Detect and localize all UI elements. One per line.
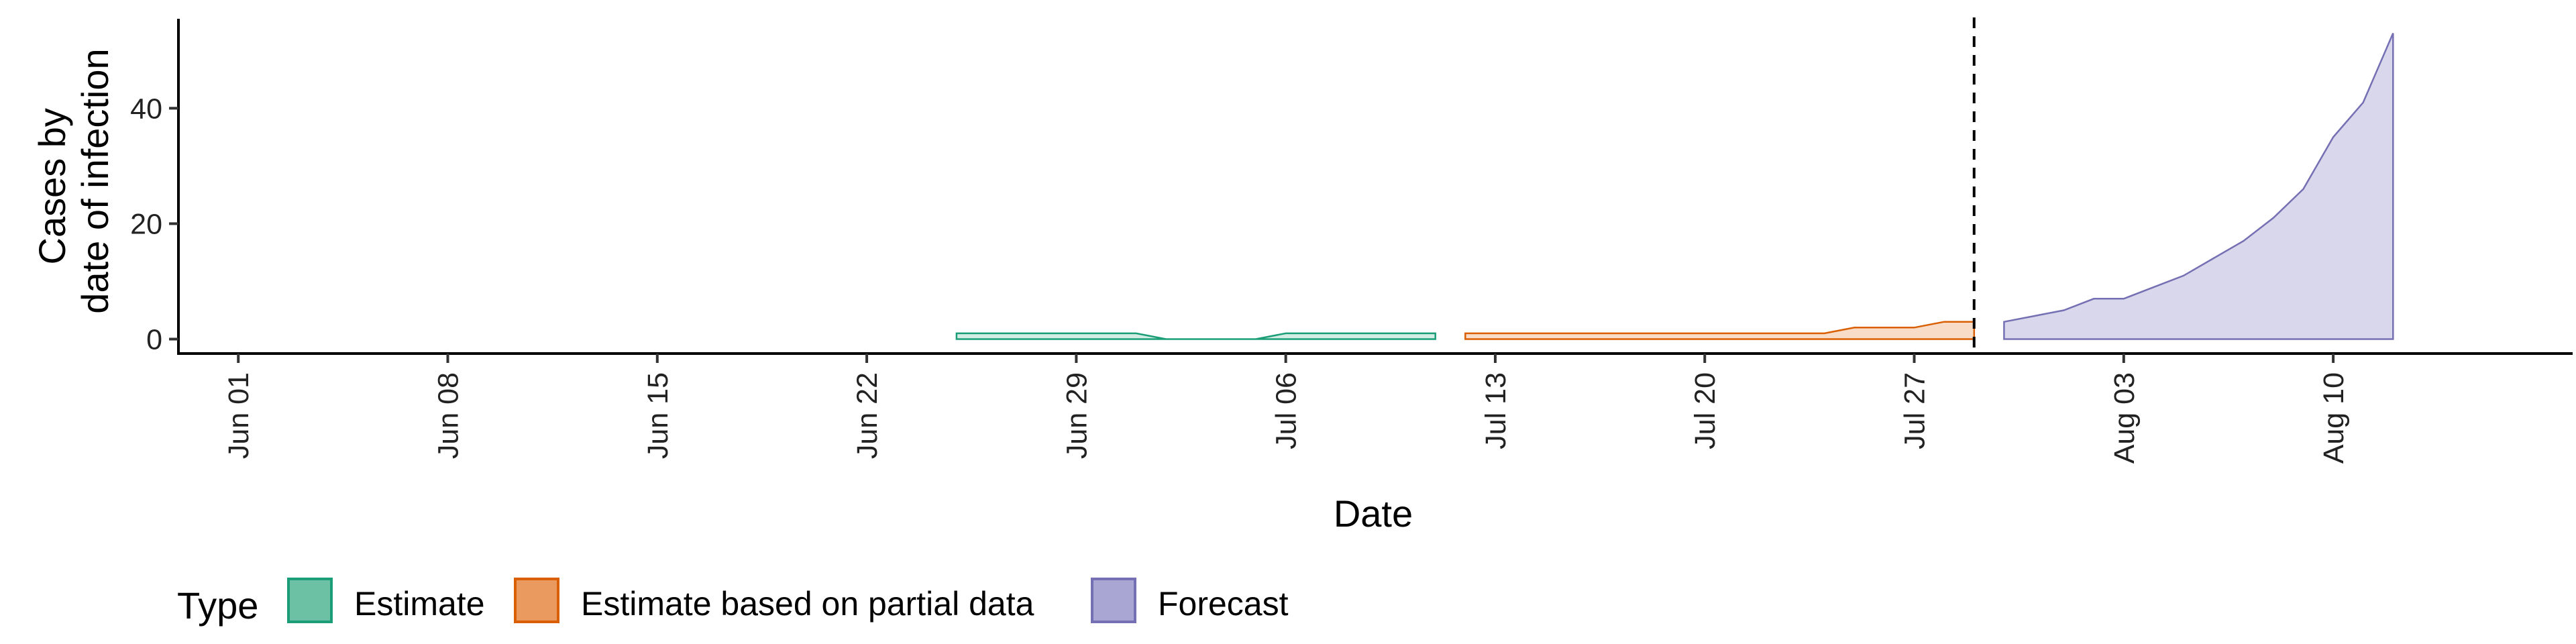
x-ticks: Jun 01 Jun 08 Jun 15 Jun 22 Jun 29 Jul 06 Jul … (223, 354, 2350, 464)
legend-title: Type (177, 584, 258, 627)
x-tick-label: Jun 01 (223, 372, 255, 459)
x-axis-title: Date (1334, 492, 1413, 535)
legend-label-3: Forecast (1158, 585, 1289, 623)
x-tick-label: Jul 06 (1271, 372, 1303, 449)
x-tick-label: Jun 22 (851, 372, 883, 459)
x-tick-label: Jun 29 (1061, 372, 1093, 459)
y-axis-title-line-2: date of infection (74, 48, 116, 313)
x-tick-label: Jul 20 (1689, 372, 1721, 449)
legend-label-1: Estimate (354, 585, 485, 623)
x-tick-label: Jul 27 (1899, 372, 1931, 449)
y-tick-label: 40 (130, 93, 162, 125)
y-ticks: 0 20 40 (130, 93, 178, 356)
legend: Type Estimate Estimate based on partial d… (177, 578, 1289, 627)
legend-key-1 (287, 578, 333, 623)
y-tick-label: 0 (146, 323, 162, 356)
legend-key-3 (1091, 578, 1136, 623)
axes (177, 19, 2573, 355)
series-area-1 (955, 332, 1436, 340)
plot-areas (955, 33, 2394, 340)
legend-key-2 (514, 578, 559, 623)
series-area-2 (1464, 321, 1976, 340)
y-tick-label: 20 (130, 208, 162, 240)
x-tick-label: Aug 10 (2318, 372, 2350, 464)
x-tick-label: Jun 08 (433, 372, 465, 459)
legend-label-2: Estimate based on partial data (581, 585, 1034, 623)
x-tick-label: Jul 13 (1480, 372, 1512, 449)
x-tick-label: Aug 03 (2108, 372, 2141, 464)
y-axis-title-line-1: Cases by (31, 108, 73, 264)
x-tick-label: Jun 15 (642, 372, 674, 459)
series-area-3 (2003, 33, 2394, 340)
y-axis-title: Cases by date of infection (31, 48, 116, 313)
